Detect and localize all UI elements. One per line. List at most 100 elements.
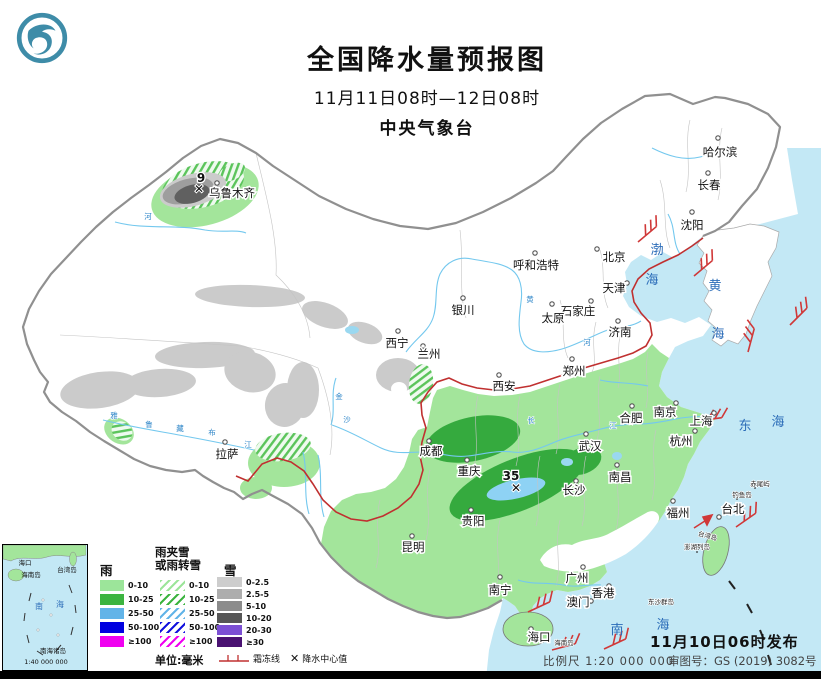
city: 呼和浩特 xyxy=(512,250,561,274)
legend-swatch xyxy=(100,608,124,619)
city-dot xyxy=(549,301,555,307)
city-label: 哈尔滨 xyxy=(703,145,738,159)
bottom-bar xyxy=(0,671,821,679)
sea-name-char: 东 xyxy=(738,419,751,434)
city: 哈尔滨 xyxy=(701,135,739,161)
city-dot xyxy=(673,400,679,406)
legend: 雨 雨夹雪 或雨转雪 雪 0-10 10-25 25-50 50-100 ≥100 0-… xyxy=(96,544,374,671)
city-label: 西宁 xyxy=(386,336,409,350)
city-label: 呼和浩特 xyxy=(513,258,559,272)
city: 天津 xyxy=(601,280,630,297)
map-scale: 比例尺 1:20 000 000 xyxy=(543,654,675,668)
river-name-char: 河 xyxy=(144,212,152,221)
city-dot xyxy=(583,431,589,437)
city: 北京 xyxy=(594,246,627,266)
approval-number: 审图号：GS (2019) 3082号 xyxy=(668,654,817,668)
city-label: 福州 xyxy=(667,506,690,520)
city-label: 南昌 xyxy=(609,470,632,484)
city-label: 香港 xyxy=(592,586,615,600)
legend-swatch xyxy=(217,601,242,611)
city: 济南 xyxy=(607,318,633,341)
city: 香港 xyxy=(590,583,616,602)
city-dot xyxy=(222,439,228,445)
city-dot xyxy=(711,410,717,416)
city-label: 石家庄 xyxy=(561,304,596,318)
legend-item: 2.5-5 xyxy=(217,589,269,599)
logo-swirl-icon xyxy=(27,24,56,55)
inset-sea-label-h: 海 xyxy=(56,599,64,609)
legend-range-label: 2.5-5 xyxy=(246,589,270,599)
city-label: 北京 xyxy=(603,250,626,264)
city-dot xyxy=(395,328,401,334)
city-dot xyxy=(689,209,695,215)
inset-coast xyxy=(2,544,87,562)
inset-hainan-label: 海南岛 xyxy=(21,570,41,579)
city-dot xyxy=(468,507,474,513)
city-dot xyxy=(606,583,612,589)
inset-dash-line xyxy=(23,584,77,656)
city: 昆明 xyxy=(400,533,426,556)
korea-peninsula xyxy=(696,223,780,347)
city-label: 台北 xyxy=(722,502,745,516)
precip-center-mark-icon: ✕ xyxy=(194,182,204,196)
legend-range-label: 0-10 xyxy=(128,581,149,590)
sea-name-char: 海 xyxy=(645,273,658,288)
island-label: 赤尾屿 xyxy=(750,479,770,488)
city: 福州 xyxy=(665,498,691,522)
legend-swatch xyxy=(100,636,124,647)
city-dot xyxy=(569,356,575,362)
river-name-char: 河 xyxy=(583,338,591,347)
city: 贵阳 xyxy=(460,507,486,530)
legend-swatch xyxy=(100,594,124,605)
city-label: 太原 xyxy=(542,311,565,325)
city-label: 广州 xyxy=(566,571,589,585)
city: 杭州 xyxy=(668,428,698,450)
river-name-char: 江 xyxy=(244,440,252,449)
city: 南宁 xyxy=(487,574,513,599)
city: 郑州 xyxy=(561,356,587,380)
title-block: 全国降水量预报图 11月11日08时—12日08时 中央气象台 xyxy=(252,44,602,139)
city: 乌鲁木齐 xyxy=(208,180,257,202)
city-dot xyxy=(588,298,594,304)
city: 海口 xyxy=(526,626,552,646)
city: 武汉 xyxy=(577,431,603,455)
frost-line-sample-icon xyxy=(219,654,249,662)
sleet-area-hatch xyxy=(111,421,133,441)
island-label: 海南岛 xyxy=(554,638,574,647)
precip-center-mark-icon: ✕ xyxy=(290,652,300,665)
small-islets xyxy=(696,487,756,553)
city-dot xyxy=(692,428,698,434)
sea-name-char: 黄 xyxy=(708,279,721,294)
taiwan-island xyxy=(702,526,730,576)
legend-swatch xyxy=(160,622,185,633)
city-label: 长春 xyxy=(698,178,721,192)
city-label: 南宁 xyxy=(489,583,512,597)
river-name-char: 藏 xyxy=(176,423,184,433)
city: 广州 xyxy=(564,564,590,587)
city: 重庆 xyxy=(456,457,482,480)
legend-range-label: 0-2.5 xyxy=(246,577,270,587)
river-labels: 黄河长江雅鲁藏布江金沙河 xyxy=(110,211,618,449)
legend-range-label: ≥30 xyxy=(246,637,264,647)
snow-area-5-10 xyxy=(174,184,210,204)
legend-range-label: 0-10 xyxy=(189,581,210,590)
island-label: 东沙群岛 xyxy=(648,597,674,606)
frost-line-label: 霜冻线 xyxy=(253,655,281,665)
city-dot xyxy=(615,318,621,324)
city-label: 贵阳 xyxy=(462,514,485,528)
city: 拉萨 xyxy=(214,439,240,463)
city-dot xyxy=(715,135,721,141)
river-name-char: 沙 xyxy=(343,415,351,424)
city: 台北 xyxy=(716,501,746,520)
city-label: 海口 xyxy=(528,630,551,644)
legend-item: 10-25 xyxy=(100,594,154,605)
city-dot xyxy=(594,246,600,252)
legend-sleet-title-2: 或雨转雪 xyxy=(155,558,201,572)
inset-taiwan-label: 台湾岛 xyxy=(57,565,77,574)
legend-item: 0-10 xyxy=(100,580,148,591)
inset-taiwan xyxy=(69,551,77,567)
city: 成都 xyxy=(418,438,444,460)
river-name-char: 布 xyxy=(208,427,216,437)
